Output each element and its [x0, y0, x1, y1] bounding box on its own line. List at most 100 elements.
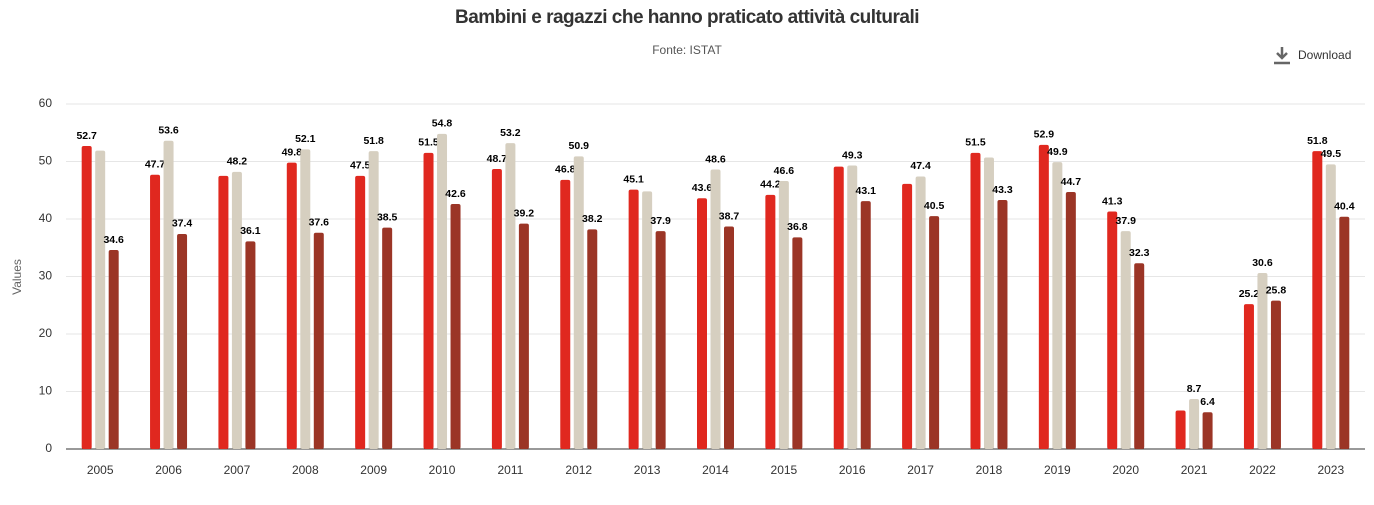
x-tick-label: 2011	[497, 463, 523, 477]
value-label: 45.1	[623, 173, 644, 185]
bar	[218, 175, 229, 449]
bar	[81, 145, 92, 449]
x-tick-label: 2023	[1317, 463, 1344, 477]
bar	[1065, 191, 1076, 449]
bar	[929, 216, 940, 449]
bar	[300, 149, 311, 450]
value-label: 47.4	[910, 160, 931, 172]
value-label: 32.3	[1129, 247, 1150, 259]
bar	[642, 191, 653, 449]
y-tick-label: 0	[45, 441, 52, 455]
x-tick-label: 2005	[87, 463, 114, 477]
chart-subtitle: Fonte: ISTAT	[652, 43, 722, 57]
value-label: 47.7	[145, 159, 166, 171]
value-label: 52.1	[295, 133, 316, 145]
x-tick-label: 2021	[1181, 463, 1208, 477]
bar	[915, 176, 926, 449]
value-label: 53.2	[500, 127, 521, 139]
value-label: 43.6	[692, 182, 713, 194]
bar	[163, 140, 174, 450]
bar	[1243, 304, 1254, 449]
bar	[765, 194, 776, 449]
bar	[368, 151, 379, 449]
bar	[1270, 300, 1281, 449]
bar	[902, 183, 913, 450]
value-label: 40.5	[924, 200, 945, 212]
bar	[1202, 412, 1213, 449]
value-label: 36.8	[787, 221, 808, 233]
bar	[108, 250, 119, 449]
bar	[150, 174, 161, 449]
x-tick-label: 2014	[702, 463, 729, 477]
value-label: 41.3	[1102, 195, 1123, 207]
bar	[286, 162, 297, 449]
bar	[1134, 263, 1145, 449]
x-tick-label: 2018	[976, 463, 1003, 477]
x-tick-label: 2010	[429, 463, 456, 477]
bar	[970, 152, 981, 449]
value-label: 44.2	[760, 179, 781, 191]
y-tick-label: 10	[39, 384, 53, 398]
bar	[997, 200, 1008, 449]
value-label: 46.8	[555, 164, 576, 176]
bar	[231, 171, 242, 449]
x-tick-label: 2008	[292, 463, 319, 477]
bar	[437, 133, 448, 449]
x-tick-label: 2012	[565, 463, 592, 477]
download-icon	[1274, 47, 1290, 65]
value-label: 48.6	[705, 153, 726, 165]
value-label: 37.6	[309, 217, 330, 229]
bar	[1120, 231, 1131, 449]
bar	[710, 169, 721, 450]
value-label: 47.5	[350, 160, 371, 172]
bar	[833, 166, 844, 450]
bar	[628, 189, 639, 450]
y-axis-title: Values	[10, 259, 24, 295]
value-label: 34.6	[103, 234, 124, 246]
bar	[177, 233, 188, 449]
value-label: 8.7	[1187, 383, 1202, 395]
value-label: 44.7	[1061, 176, 1082, 188]
bar	[313, 232, 324, 449]
value-label: 38.5	[377, 211, 398, 223]
value-label: 30.6	[1252, 257, 1273, 269]
bar	[1107, 211, 1118, 449]
x-tick-label: 2007	[224, 463, 251, 477]
value-label: 25.8	[1266, 284, 1287, 296]
bar	[724, 226, 734, 449]
value-label: 38.7	[719, 210, 740, 222]
x-tick-label: 2015	[771, 463, 798, 477]
value-label: 43.3	[992, 184, 1013, 196]
bar	[423, 152, 434, 449]
bar	[355, 175, 366, 449]
x-tick-label: 2022	[1249, 463, 1276, 477]
value-label: 52.9	[1034, 129, 1055, 141]
bar	[1325, 164, 1336, 449]
bar	[1339, 216, 1350, 449]
value-label: 51.5	[418, 137, 439, 149]
x-tick-label: 2020	[1112, 463, 1139, 477]
value-label: 6.4	[1200, 396, 1215, 408]
bar	[560, 179, 571, 449]
chart-title: Bambini e ragazzi che hanno praticato at…	[455, 7, 919, 28]
value-label: 49.9	[1047, 146, 1068, 158]
y-tick-label: 30	[39, 269, 53, 283]
bar	[505, 143, 516, 449]
bar	[573, 156, 584, 449]
y-tick-label: 40	[39, 211, 53, 225]
download-button[interactable]: Download	[1274, 47, 1351, 65]
value-label: 53.6	[158, 125, 179, 137]
bar	[95, 150, 106, 449]
value-label: 37.4	[172, 218, 193, 230]
bar	[697, 198, 707, 449]
bar	[655, 231, 666, 449]
value-label: 49.3	[842, 149, 863, 161]
bar	[778, 181, 789, 450]
download-label[interactable]: Download	[1298, 48, 1351, 62]
value-label: 50.9	[569, 140, 590, 152]
value-label: 48.2	[227, 156, 248, 168]
x-tick-label: 2009	[360, 463, 387, 477]
value-label: 46.6	[774, 165, 795, 177]
bar	[983, 157, 994, 449]
